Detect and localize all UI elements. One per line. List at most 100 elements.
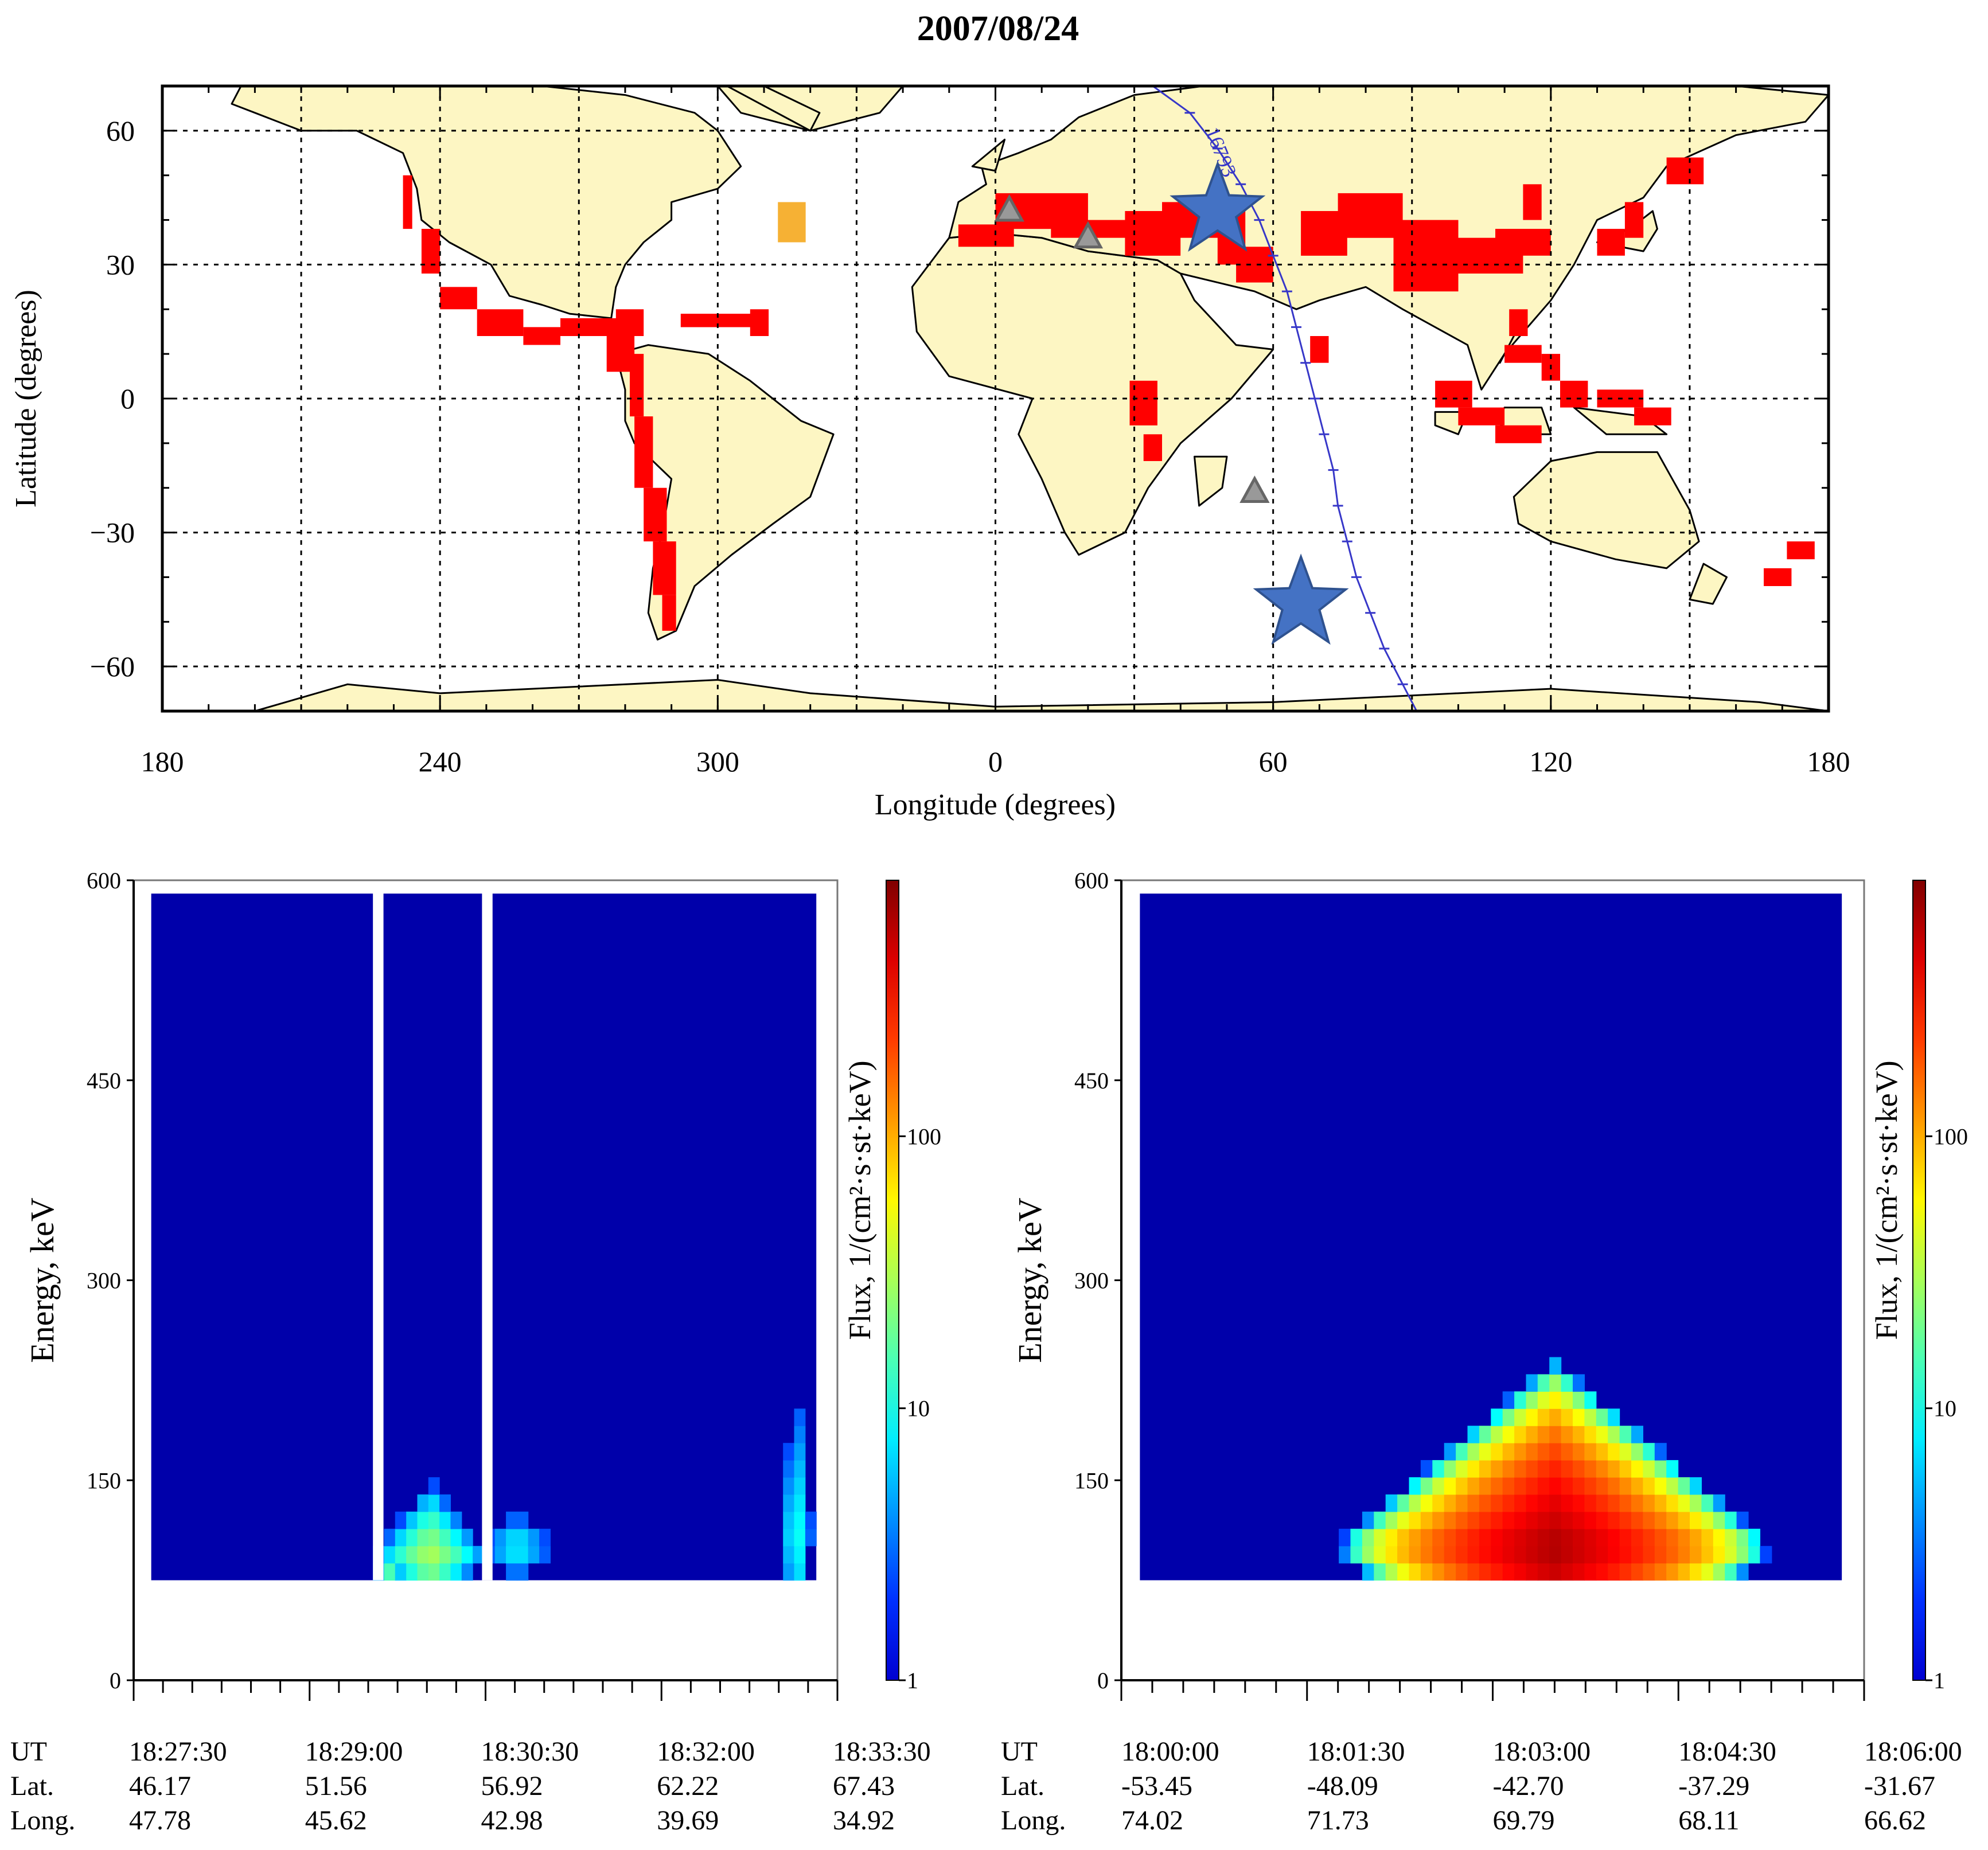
spec2-cell xyxy=(1584,1563,1597,1581)
spec1-colorbar-label: Flux, 1/(cm²·s·st·keV) xyxy=(843,1060,877,1340)
spec1-cell xyxy=(517,1511,529,1529)
seismic-zone-37 xyxy=(1435,380,1472,408)
spec1-cell xyxy=(450,1511,462,1529)
spec2-cell xyxy=(1432,1528,1445,1547)
spec2-cell xyxy=(1444,1545,1456,1564)
spec2-cell xyxy=(1409,1563,1421,1581)
spec2-cell xyxy=(1690,1563,1702,1581)
y-tick-label: 0 xyxy=(120,383,135,415)
spec1-cell xyxy=(783,1563,795,1581)
spec1-cell xyxy=(428,1563,440,1581)
spec2-cell xyxy=(1514,1408,1527,1426)
spec2-cell xyxy=(1374,1545,1386,1564)
spec2-cell xyxy=(1502,1528,1515,1547)
spec2-cell xyxy=(1584,1528,1597,1547)
spec2-cell xyxy=(1491,1460,1503,1478)
x-tick-label: 60 xyxy=(1259,746,1288,778)
spec2-cell xyxy=(1561,1408,1573,1426)
seismic-zone-43 xyxy=(1787,541,1815,560)
alert-zone xyxy=(778,202,806,243)
spec2-cell xyxy=(1690,1477,1702,1495)
spec2-cell xyxy=(1584,1545,1597,1564)
spec1-cell xyxy=(439,1563,451,1581)
spec2-cell xyxy=(1467,1460,1480,1478)
spec2-cell xyxy=(1467,1426,1480,1443)
spec2-cell xyxy=(1491,1511,1503,1529)
spec2-cell xyxy=(1608,1443,1620,1461)
spec2-cell xyxy=(1374,1511,1386,1529)
spec1-y-tick-label: 450 xyxy=(87,1068,121,1094)
spec2-cell xyxy=(1678,1477,1690,1495)
spec2-cell xyxy=(1537,1460,1550,1478)
spec2-row-value: -31.67 xyxy=(1864,1771,1935,1801)
spec2-cell xyxy=(1456,1460,1468,1478)
y-tick-label: −30 xyxy=(90,517,135,549)
spec2-cell xyxy=(1444,1460,1456,1478)
spec2-cell xyxy=(1479,1545,1491,1564)
spec2-cell xyxy=(1479,1460,1491,1478)
spec1-cell xyxy=(528,1528,540,1547)
spec2-cell xyxy=(1631,1460,1643,1478)
spec2-cell xyxy=(1573,1528,1585,1547)
spec2-cell xyxy=(1584,1477,1597,1495)
seismic-zone-10 xyxy=(644,487,667,542)
spec2-cell xyxy=(1619,1511,1632,1529)
spec2-cell xyxy=(1502,1545,1515,1564)
spec1-row-label-lat: Lat. xyxy=(10,1771,54,1801)
spec1-cell xyxy=(805,1528,817,1547)
spec2-cell xyxy=(1362,1545,1374,1564)
spec2-cell xyxy=(1549,1374,1562,1392)
spec1-cell xyxy=(406,1563,418,1581)
spec1-row-value: 18:33:30 xyxy=(833,1736,931,1767)
spec2-row-value: 18:01:30 xyxy=(1307,1736,1405,1767)
spec2-cell xyxy=(1502,1563,1515,1581)
spec1-row-value: 67.43 xyxy=(833,1771,895,1801)
land-mass-12 xyxy=(1573,407,1668,435)
spec2-cell xyxy=(1736,1563,1749,1581)
spec2-cell xyxy=(1561,1528,1573,1547)
map-grid xyxy=(162,86,1829,711)
spec1-cell xyxy=(428,1528,440,1547)
spec2-cell xyxy=(1690,1528,1702,1547)
spec2-cell xyxy=(1526,1477,1538,1495)
spec2-cell xyxy=(1666,1494,1679,1512)
seismic-zone-38 xyxy=(1458,407,1505,426)
spec2-cell xyxy=(1619,1563,1632,1581)
seismic-zone-40 xyxy=(1560,380,1588,408)
spec1-cell xyxy=(395,1545,407,1564)
spec1-cell xyxy=(450,1528,462,1547)
spec2-cell xyxy=(1713,1494,1725,1512)
seismic-zone-26 xyxy=(1495,229,1551,256)
spec2-cell xyxy=(1537,1408,1550,1426)
spec2-cell xyxy=(1643,1563,1655,1581)
spec2-cell xyxy=(1420,1460,1433,1478)
spec2-cell xyxy=(1420,1494,1433,1512)
spec2-cell xyxy=(1619,1460,1632,1478)
spec2-cell xyxy=(1561,1426,1573,1443)
spec2-cell xyxy=(1479,1511,1491,1529)
spectrogram-right: 0 150 300 450 600 Energy, keV UT 18:00:00 18:01:… xyxy=(1001,868,1968,1836)
spec2-cell xyxy=(1502,1408,1515,1426)
spec2-cell xyxy=(1561,1374,1573,1392)
spec2-cell xyxy=(1748,1545,1760,1564)
spec2-cell xyxy=(1537,1374,1550,1392)
spec2-cell xyxy=(1549,1563,1562,1581)
spec1-cell xyxy=(461,1563,473,1581)
spec2-cell xyxy=(1479,1426,1491,1443)
spec1-cell xyxy=(794,1528,806,1547)
spec1-row-value: 62.22 xyxy=(657,1771,719,1801)
spec2-cell xyxy=(1666,1528,1679,1547)
spec2-cell xyxy=(1654,1563,1667,1581)
spec2-cell xyxy=(1608,1477,1620,1495)
spec2-cell xyxy=(1561,1494,1573,1512)
y-tick-label: 60 xyxy=(106,115,135,147)
spec2-row-value: 66.62 xyxy=(1864,1805,1926,1836)
spec1-colorbar-tick-label: 100 xyxy=(907,1123,941,1149)
seismic-zone-9 xyxy=(634,416,653,488)
spec1-cell xyxy=(783,1477,795,1495)
spec2-cell xyxy=(1573,1477,1585,1495)
spec2-colorbar-label: Flux, 1/(cm²·s·st·keV) xyxy=(1869,1060,1904,1340)
seismic-zone-6 xyxy=(615,309,644,336)
spec1-y-tick-label: 0 xyxy=(110,1668,121,1693)
spec1-cell xyxy=(494,1528,506,1547)
